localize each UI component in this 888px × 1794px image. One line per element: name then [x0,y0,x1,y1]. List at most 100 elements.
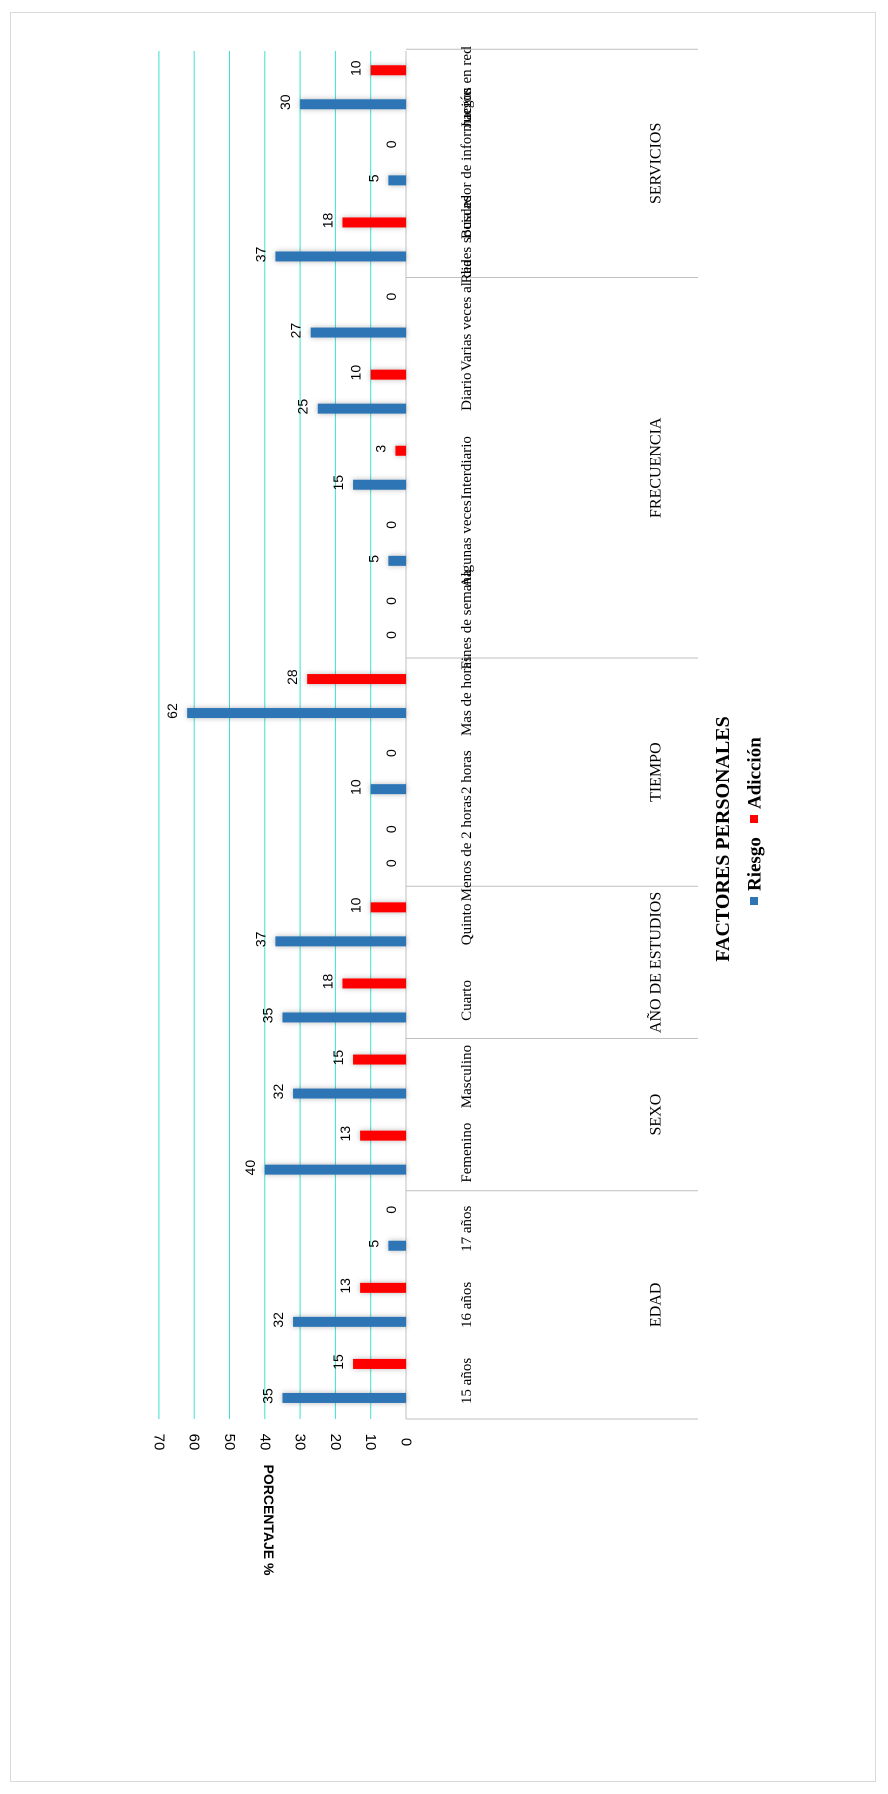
legend: Riesgo Adicción [745,737,766,905]
data-label: 0 [383,825,399,833]
category-label: Mas de horas [459,656,475,736]
y-tick-label: 60 [186,1434,203,1451]
category-label: Femenino [459,1123,475,1183]
data-label: 0 [383,292,399,300]
bar-adicción [342,217,406,228]
group-label: FRECUENCIA [648,417,665,518]
y-axis-title: PORCENTAJE % [261,1465,277,1577]
bar-adicción [370,902,406,913]
chart-title: FACTORES PERSONALES [712,716,734,961]
data-label: 10 [348,365,364,381]
data-label: 13 [337,1278,353,1294]
legend-label-riesgo: Riesgo [745,837,766,891]
bar-riesgo [187,708,406,719]
data-label: 25 [295,399,311,415]
data-label: 5 [365,1240,381,1248]
category-label: Varias veces al dia [459,260,475,372]
data-label: 0 [383,597,399,605]
bar-riesgo [293,1316,406,1327]
bar-adicción [353,1358,406,1369]
group-label: EDAD [648,1283,665,1327]
bar-riesgo [264,1164,406,1175]
data-label: 32 [270,1312,286,1328]
bar-adicción [360,1130,406,1141]
y-tick-label: 50 [221,1434,238,1451]
data-label: 5 [365,555,381,563]
group-label: SEXO [648,1094,665,1136]
data-label: 32 [270,1084,286,1100]
data-label: 18 [319,212,335,228]
bar-adicción [342,978,406,989]
chart-frame: 0 10 20 30 40 50 60 70 PORCENTAJE % 15 años 35 15 16… [10,12,876,1782]
data-label: 27 [288,323,304,339]
category-label: 16 años [459,1282,475,1328]
group-label: AÑO DE ESTUDIOS [647,892,665,1033]
data-label: 10 [348,897,364,913]
data-label: 0 [383,140,399,148]
bar-riesgo [275,251,406,262]
data-label: 40 [242,1160,258,1176]
y-tick-label: 70 [150,1434,167,1451]
bar-riesgo [282,1012,406,1023]
category-label: Menos de 2 horas [459,795,475,901]
legend-swatch-riesgo [750,897,758,905]
bar-riesgo [282,1392,406,1403]
y-tick-label: 10 [362,1434,379,1451]
data-label: 35 [259,1007,275,1023]
bar-adicción [395,445,406,456]
bar-riesgo [370,784,406,795]
bar-adicción [370,369,406,380]
category-label: Redes sociales [459,195,475,283]
category-label: Fines de semana [459,570,475,669]
bar-riesgo [388,555,406,566]
data-label: 0 [383,521,399,529]
data-label: 0 [383,749,399,757]
data-label: 3 [372,445,388,453]
bar-riesgo [310,327,406,338]
data-label: 37 [252,931,268,947]
data-label: 0 [383,631,399,639]
category-label: Interdiario [459,436,475,499]
y-tick-label: 0 [398,1438,415,1446]
data-label: 10 [348,60,364,76]
bar-riesgo [275,936,406,947]
bar-riesgo [293,1088,406,1099]
data-label: 28 [284,669,300,685]
data-label: 0 [383,859,399,867]
category-label: Cuarto [459,980,475,1021]
bar-adicción [370,65,406,76]
category-label: Buscador de información [459,87,475,239]
data-label: 37 [252,246,268,262]
data-label: 15 [330,475,346,491]
bar-adicción [307,674,406,685]
data-label: 18 [319,973,335,989]
y-tick-label: 20 [327,1434,344,1451]
category-label: 2 horas [459,750,475,794]
bar-riesgo [317,403,406,414]
legend-label-adicción: Adicción [745,737,766,809]
data-label: 30 [277,94,293,110]
y-tick-label: 30 [292,1434,309,1451]
data-label: 5 [365,174,381,182]
bar-riesgo [388,1240,406,1251]
data-label: 15 [330,1354,346,1370]
data-label: 10 [348,779,364,795]
data-label: 0 [383,1206,399,1214]
data-label: 15 [330,1050,346,1066]
category-label: 17 años [459,1205,475,1251]
bar-riesgo [353,479,406,490]
category-label: Algunas veces [459,500,475,587]
data-label: 35 [259,1388,275,1404]
category-label: Diario [459,372,475,410]
bar-adicción [360,1282,406,1293]
data-label: 13 [337,1126,353,1142]
bar-riesgo [388,175,406,186]
category-label: Juegos en red [459,46,475,128]
y-tick-label: 40 [256,1434,273,1451]
category-label: Masculino [459,1045,475,1108]
data-label: 62 [164,703,180,719]
bar-adicción [353,1054,406,1065]
legend-swatch-adicción [750,815,758,823]
category-label: Quinto [459,904,475,946]
